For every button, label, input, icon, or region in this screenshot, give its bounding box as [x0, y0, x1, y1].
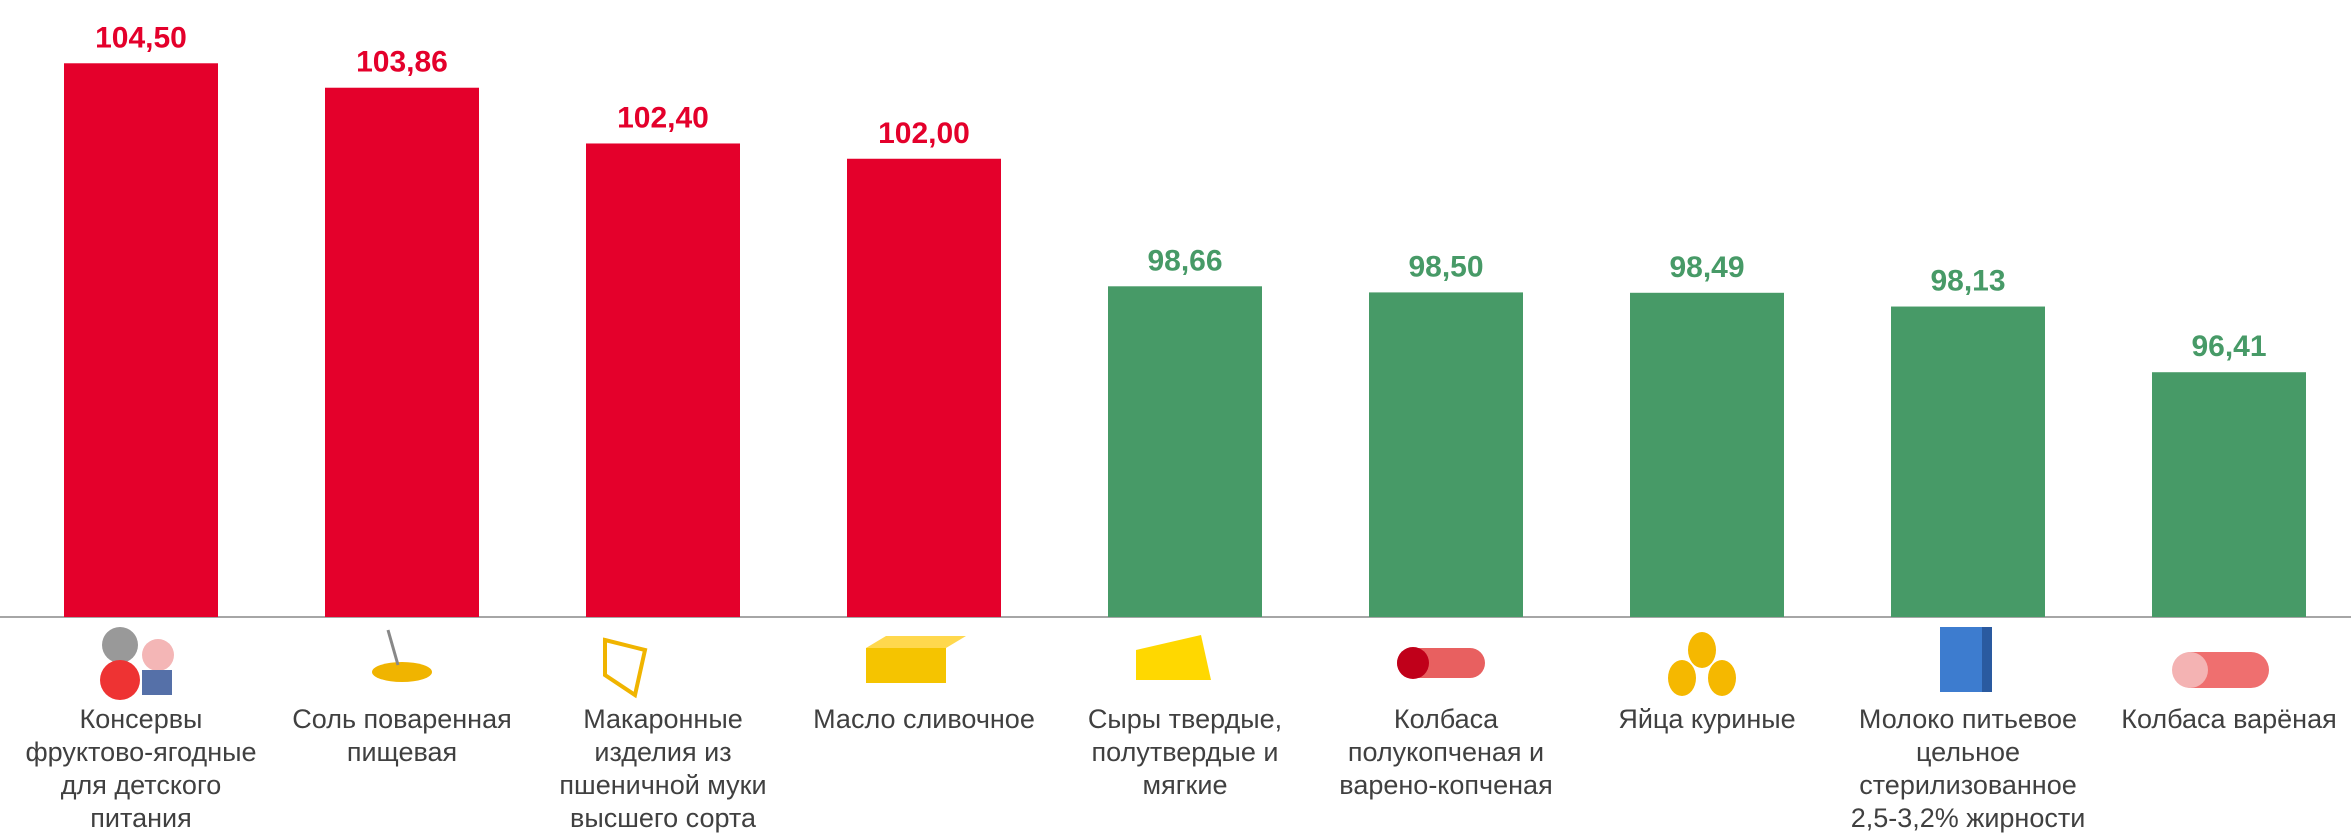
bar	[1891, 306, 2045, 617]
x-tick-label: Соль поваренная пищевая	[292, 704, 512, 767]
x-tick-label: Консервы фруктово-ягодные для детского п…	[25, 704, 257, 833]
x-tick-label: Сыры твердые, полутвердые и мягкие	[1087, 704, 1283, 800]
bar	[1108, 286, 1262, 617]
x-tick-label: Масло сливочное	[813, 704, 1035, 734]
value-label: 98,49	[1669, 251, 1744, 284]
bar	[1630, 292, 1784, 617]
value-label: 104,50	[95, 21, 187, 54]
bar	[325, 87, 479, 617]
x-tick-label: Молоко питьевое цельное стерилизованное …	[1850, 704, 2086, 833]
x-tick-label: Колбаса полукопченая и варено-копченая	[1339, 704, 1553, 800]
value-label: 96,41	[2191, 330, 2266, 363]
icons	[100, 627, 2269, 700]
value-label: 102,40	[617, 101, 709, 134]
x-tick-label: Колбаса варёная	[2121, 704, 2337, 734]
x-tick-label: Яйца куриные	[1618, 704, 1796, 734]
bar	[64, 63, 218, 617]
bar	[2152, 372, 2306, 617]
x-tick-label: Макаронные изделия из пшеничной муки выс…	[559, 704, 767, 833]
value-label: 103,86	[356, 46, 448, 79]
value-label: 98,66	[1147, 244, 1222, 277]
value-label: 98,13	[1930, 265, 2005, 298]
bar	[1369, 292, 1523, 617]
value-label: 102,00	[878, 117, 970, 150]
value-label: 98,50	[1408, 250, 1483, 283]
bar	[586, 143, 740, 617]
bar	[847, 158, 1001, 617]
